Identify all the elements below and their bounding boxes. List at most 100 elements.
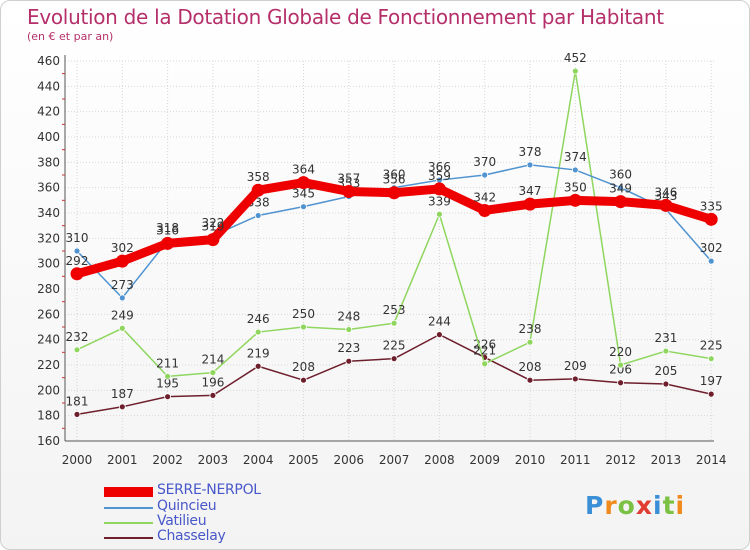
data-point-serre-nerpol (115, 254, 129, 268)
x-tick-label: 2012 (605, 453, 636, 467)
data-point-serre-nerpol (432, 182, 446, 196)
data-label-vatilieu: 253 (383, 303, 406, 317)
data-label-serre-nerpol: 356 (383, 173, 406, 187)
y-tick-label: 340 (37, 206, 60, 220)
data-point-chasselay (118, 403, 126, 411)
data-point-serre-nerpol (206, 233, 220, 247)
x-tick-label: 2011 (560, 453, 591, 467)
data-point-serre-nerpol (523, 197, 537, 211)
logo-letter: i (653, 491, 663, 520)
data-label-chasselay: 195 (156, 377, 179, 391)
x-tick-label: 2001 (107, 453, 138, 467)
data-label-chasselay: 209 (564, 359, 587, 373)
legend-label: Chasselay (157, 528, 226, 544)
data-point-serre-nerpol (297, 176, 310, 190)
logo-letter: x (635, 491, 653, 520)
data-label-chasselay: 226 (473, 337, 496, 351)
legend-label: SERRE-NERPOL (157, 482, 261, 498)
legend-label: Quincieu (157, 498, 217, 514)
data-point-serre-nerpol (387, 186, 401, 200)
data-label-chasselay: 223 (337, 341, 360, 355)
data-point-serre-nerpol (251, 183, 265, 197)
data-point-chasselay (571, 375, 579, 383)
data-label-chasselay: 205 (654, 364, 677, 378)
y-tick-label: 320 (37, 231, 60, 245)
data-point-chasselay (73, 410, 81, 418)
data-label-serre-nerpol: 359 (428, 169, 451, 183)
data-label-chasselay: 196 (201, 375, 224, 389)
data-point-quincieu (118, 294, 126, 302)
data-label-chasselay: 181 (66, 394, 89, 408)
data-label-serre-nerpol: 342 (473, 190, 496, 204)
data-label-quincieu: 360 (383, 168, 406, 182)
data-point-quincieu (526, 161, 534, 169)
data-point-quincieu (707, 257, 715, 265)
data-label-chasselay: 208 (292, 360, 315, 374)
data-point-chasselay (707, 390, 715, 398)
x-tick-label: 2002 (152, 453, 183, 467)
data-point-serre-nerpol (704, 212, 718, 226)
data-point-chasselay (345, 357, 353, 365)
data-label-vatilieu: 250 (292, 307, 315, 321)
logo-letter: P (585, 491, 605, 520)
logo-letter: r (604, 491, 618, 520)
data-label-vatilieu: 231 (654, 331, 677, 345)
data-label-quincieu: 322 (201, 216, 224, 230)
data-point-vatilieu (300, 323, 307, 331)
data-label-vatilieu: 214 (201, 353, 224, 367)
data-label-serre-nerpol: 364 (292, 163, 315, 177)
legend-label: Vatilieu (157, 513, 207, 529)
data-point-quincieu (571, 166, 579, 174)
x-tick-label: 2005 (288, 453, 319, 467)
data-label-quincieu: 378 (519, 145, 542, 159)
data-point-vatilieu (209, 369, 217, 377)
data-label-serre-nerpol: 335 (700, 199, 723, 213)
data-label-chasselay: 244 (428, 315, 451, 329)
data-point-vatilieu (345, 326, 353, 333)
y-tick-label: 460 (37, 54, 60, 68)
y-tick-label: 180 (37, 409, 60, 423)
data-label-quincieu: 310 (66, 231, 89, 245)
data-point-quincieu (300, 203, 307, 211)
data-point-quincieu (254, 212, 262, 219)
data-label-serre-nerpol: 316 (156, 223, 179, 237)
y-tick-label: 440 (37, 79, 60, 93)
x-tick-label: 2003 (198, 453, 229, 467)
data-point-chasselay (662, 380, 670, 388)
data-label-quincieu: 345 (292, 187, 315, 201)
data-label-serre-nerpol: 292 (66, 254, 89, 268)
data-label-vatilieu: 246 (247, 312, 270, 326)
chart-title: Evolution de la Dotation Globale de Fonc… (27, 5, 664, 29)
data-point-quincieu (617, 184, 624, 192)
x-tick-label: 2009 (469, 453, 500, 467)
y-tick-label: 200 (37, 383, 60, 397)
data-point-vatilieu (481, 360, 489, 368)
data-label-vatilieu: 220 (609, 345, 632, 359)
x-tick-label: 2013 (651, 453, 682, 467)
data-label-chasselay: 206 (609, 363, 632, 377)
data-point-chasselay (300, 376, 307, 384)
y-tick-label: 420 (37, 105, 60, 119)
y-tick-label: 240 (37, 333, 60, 347)
data-label-serre-nerpol: 302 (111, 241, 134, 255)
data-point-serre-nerpol (478, 203, 492, 217)
data-point-serre-nerpol (568, 193, 582, 207)
data-label-quincieu: 318 (156, 221, 179, 235)
x-tick-label: 2008 (424, 453, 455, 467)
data-point-vatilieu (390, 319, 398, 327)
y-tick-label: 400 (37, 130, 60, 144)
data-point-chasselay (209, 391, 217, 399)
logo-letter: o (617, 491, 636, 520)
data-point-vatilieu (73, 346, 81, 354)
x-tick-label: 2006 (334, 453, 365, 467)
data-label-vatilieu: 221 (473, 344, 496, 358)
data-label-serre-nerpol: 319 (201, 220, 224, 234)
data-label-serre-nerpol: 357 (337, 171, 360, 185)
data-label-chasselay: 208 (519, 360, 542, 374)
x-tick-label: 2014 (696, 453, 727, 467)
proxiti-logo: Proxiti (585, 491, 685, 520)
y-tick-label: 380 (37, 155, 60, 169)
y-tick-label: 260 (37, 307, 60, 321)
data-label-quincieu: 360 (609, 168, 632, 182)
